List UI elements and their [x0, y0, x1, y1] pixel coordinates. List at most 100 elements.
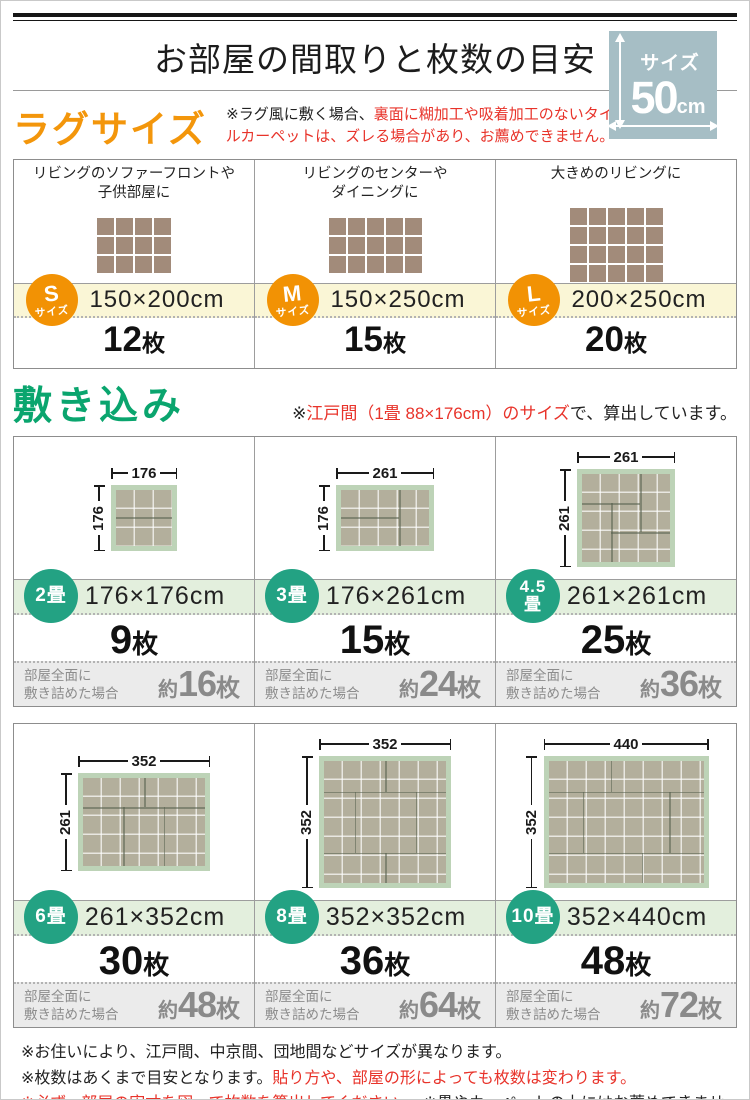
fit-size-text: 261×261cm — [566, 582, 708, 610]
rug-tile — [116, 236, 133, 254]
rug-tile — [347, 217, 365, 235]
full-room-band: 部屋全面に 敷き詰めた場合 約 64 枚 — [255, 982, 495, 1027]
tatami-count-badge: 3畳 — [265, 569, 319, 623]
rug-desc: リビングのソファーフロントや 子供部屋に — [32, 166, 236, 201]
rug-tile — [328, 255, 346, 273]
rug-desc: 大きめのリビングに — [550, 166, 682, 182]
rug-tile — [607, 208, 625, 225]
rug-tile — [607, 227, 625, 244]
fit-size-text: 352×352cm — [325, 903, 467, 931]
rug-tile — [347, 255, 365, 273]
rug-tile — [328, 236, 346, 254]
tatami-divider-line — [385, 761, 387, 792]
room-diagram: 352 261 — [14, 724, 254, 900]
rug-tile — [385, 217, 403, 235]
rug-tile — [588, 246, 606, 263]
rug-tile — [607, 265, 625, 282]
size-badge-m: M サイズ — [267, 274, 319, 326]
rug-cell-s: リビングのソファーフロントや 子供部屋に S サイズ 150×200cm 12 枚 — [14, 160, 255, 368]
fit-section-heading: 敷き込み — [13, 385, 186, 428]
rug-tile — [154, 255, 171, 273]
full-room-band: 部屋全面に 敷き詰めた場合 約 36 枚 — [496, 661, 736, 706]
fit-count: 48 枚 — [580, 939, 652, 983]
tatami-count-badge: 6畳 — [24, 890, 78, 944]
rug-desc: リビングのセンターや ダイニングに — [302, 166, 448, 201]
rug-section-header: ラグサイズ ※ラグ風に敷く場合、裏面に糊加工や吸着加工のないタイルカーペットは、… — [13, 91, 737, 159]
full-room-value: 約 24 枚 — [398, 663, 481, 704]
fit-count: 30 枚 — [98, 939, 170, 983]
full-room-label: 部屋全面に 敷き詰めた場合 — [265, 667, 360, 701]
tatami-divider-line — [611, 503, 613, 562]
rug-section-heading: ラグサイズ — [13, 109, 207, 150]
rug-size-text: 150×250cm — [330, 286, 466, 313]
fit-count: 15 枚 — [339, 618, 411, 662]
dimension-top: 176 — [111, 465, 177, 481]
fit-section-header: 敷き込み ※江戸間（1畳 88×176cm）のサイズで、算出しています。 — [13, 375, 737, 436]
room-tiles — [582, 474, 670, 562]
rug-size-band: M サイズ 150×250cm — [255, 274, 495, 326]
rug-tile — [97, 217, 114, 235]
tile-size-badge: サイズ 50cm — [607, 31, 719, 139]
rug-tile — [645, 246, 663, 263]
rug-tile — [366, 236, 384, 254]
dimension-left: 261 — [58, 773, 75, 871]
fit-size-band: 6畳 261×352cm — [14, 890, 254, 944]
rug-tile — [366, 217, 384, 235]
fit-cell: 261 176 3畳 176×261cm 15 枚 部屋全面に 敷き詰めた場合 約… — [255, 437, 496, 706]
rug-count: 12 枚 — [103, 320, 165, 359]
rug-tile-grid — [97, 217, 171, 273]
full-room-label: 部屋全面に 敷き詰めた場合 — [265, 988, 360, 1022]
tatami-divider-line — [324, 791, 446, 793]
rug-tile — [569, 265, 587, 282]
full-room-band: 部屋全面に 敷き詰めた場合 約 16 枚 — [14, 661, 254, 706]
room-diagram: 261 176 — [255, 437, 495, 579]
dimension-left: 352 — [299, 756, 316, 888]
size-badge-s: S サイズ — [26, 274, 78, 326]
tatami-count-badge: 8畳 — [265, 890, 319, 944]
header-divider — [13, 90, 737, 91]
rug-tile — [366, 255, 384, 273]
tatami-divider-line — [610, 761, 612, 792]
fit-size-band: 3畳 176×261cm — [255, 569, 495, 623]
room-diagram: 352 352 — [255, 724, 495, 900]
tatami-divider-line — [641, 852, 643, 883]
rug-count: 20 枚 — [585, 320, 647, 359]
fit-size-band: 10畳 352×440cm — [496, 890, 736, 944]
full-room-band: 部屋全面に 敷き詰めた場合 約 48 枚 — [14, 982, 254, 1027]
room-diagram: 261 261 — [496, 437, 736, 579]
room-tiles — [116, 490, 172, 546]
rug-tile — [626, 227, 644, 244]
rug-size-band: S サイズ 150×200cm — [14, 274, 254, 326]
rug-tile-grid — [328, 217, 422, 273]
tatami-count-badge: 4.5 畳 — [506, 569, 560, 623]
footer-note-line: ※枚数はあくまで目安となります。貼り方や、部屋の形によっても枚数は変わります。 — [21, 1069, 637, 1087]
rug-tile — [135, 217, 152, 235]
rug-size-table: リビングのソファーフロントや 子供部屋に S サイズ 150×200cm 12 枚 … — [13, 159, 737, 369]
rug-tile — [607, 246, 625, 263]
fit-size-text: 352×440cm — [566, 903, 708, 931]
rug-cell-m: リビングのセンターや ダイニングに M サイズ 150×250cm 15 枚 — [255, 160, 496, 368]
rug-tile — [404, 255, 422, 273]
tatami-count-badge: 2畳 — [24, 569, 78, 623]
rug-section-note: ※ラグ風に敷く場合、裏面に糊加工や吸着加工のないタイルカーペットは、ズレる場合が… — [225, 105, 615, 146]
rug-diagram — [496, 207, 736, 283]
footer-note-line: ※お住いにより、江戸間、中京間、団地間などサイズが異なります。 — [21, 1044, 512, 1061]
dimension-top: 261 — [336, 465, 434, 481]
room-tiles — [341, 490, 429, 546]
rug-size-text: 150×200cm — [89, 286, 225, 313]
tatami-divider-line — [582, 791, 585, 853]
dimension-left: 352 — [523, 756, 540, 888]
rug-tile — [626, 265, 644, 282]
fit-section-note: ※江戸間（1畳 88×176cm）のサイズで、算出しています。 — [292, 404, 737, 423]
full-room-band: 部屋全面に 敷き詰めた場合 約 72 枚 — [496, 982, 736, 1027]
dimension-top: 261 — [577, 449, 675, 465]
rug-tile — [645, 227, 663, 244]
rug-diagram — [255, 207, 495, 283]
footer-notes: ※お住いにより、江戸間、中京間、団地間などサイズが異なります。 ※枚数はあくまで… — [13, 1028, 737, 1099]
tatami-divider-line — [116, 517, 172, 519]
room-box — [78, 773, 210, 871]
rug-count: 15 枚 — [344, 320, 406, 359]
horizontal-arrow-icon — [607, 121, 719, 131]
